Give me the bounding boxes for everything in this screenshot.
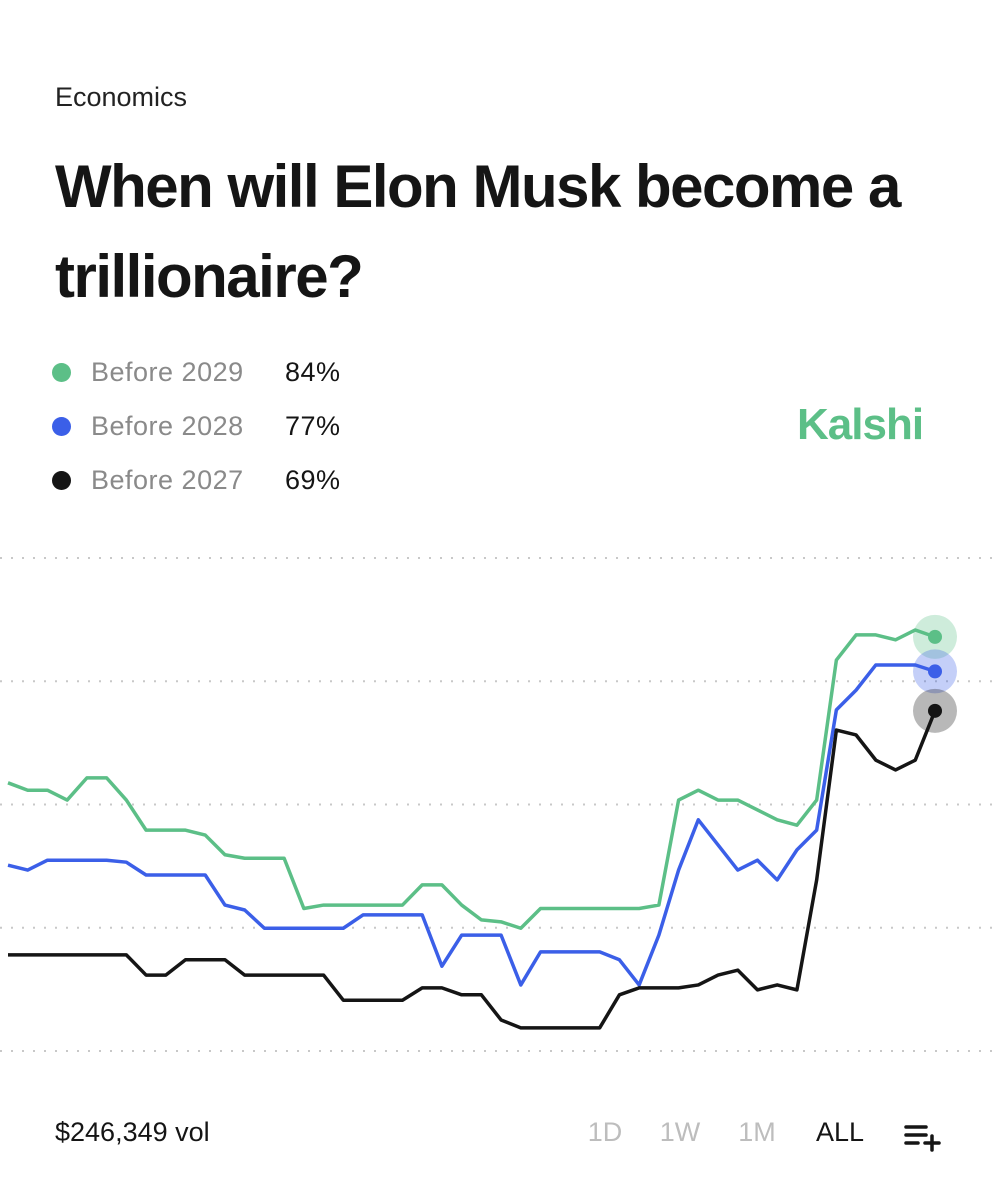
series-line [7,628,936,930]
range-button[interactable]: 1W [659,1117,701,1147]
legend-marker [52,470,71,490]
range-button[interactable]: ALL [815,1117,865,1147]
legend-value: 84% [285,356,341,387]
range-button[interactable]: 1D [587,1117,623,1147]
legend-value: 77% [285,410,341,441]
legend-marker [52,416,71,436]
series-line [7,663,936,987]
legend-value: 69% [285,464,341,495]
legend-entry: Before 2029 84% [52,352,341,392]
series-line [8,710,937,1030]
endpoint [928,703,942,718]
title: When will Elon Musk become a trillionair… [55,153,901,310]
legend-entry: Before 2027 69% [52,460,341,500]
brand-logo: Kalshi [797,400,924,449]
legend-label: Before 2029 [91,356,244,387]
range-button[interactable]: 1M [738,1117,776,1147]
legend-label: Before 2027 [91,464,244,495]
legend-label: Before 2028 [91,410,244,441]
endpoint [928,629,942,644]
category: Economics [55,82,188,112]
endpoint [928,664,942,679]
legend-entry: Before 2028 77% [52,406,341,446]
volume: $246,349 vol [55,1117,210,1147]
legend-marker [52,362,71,382]
